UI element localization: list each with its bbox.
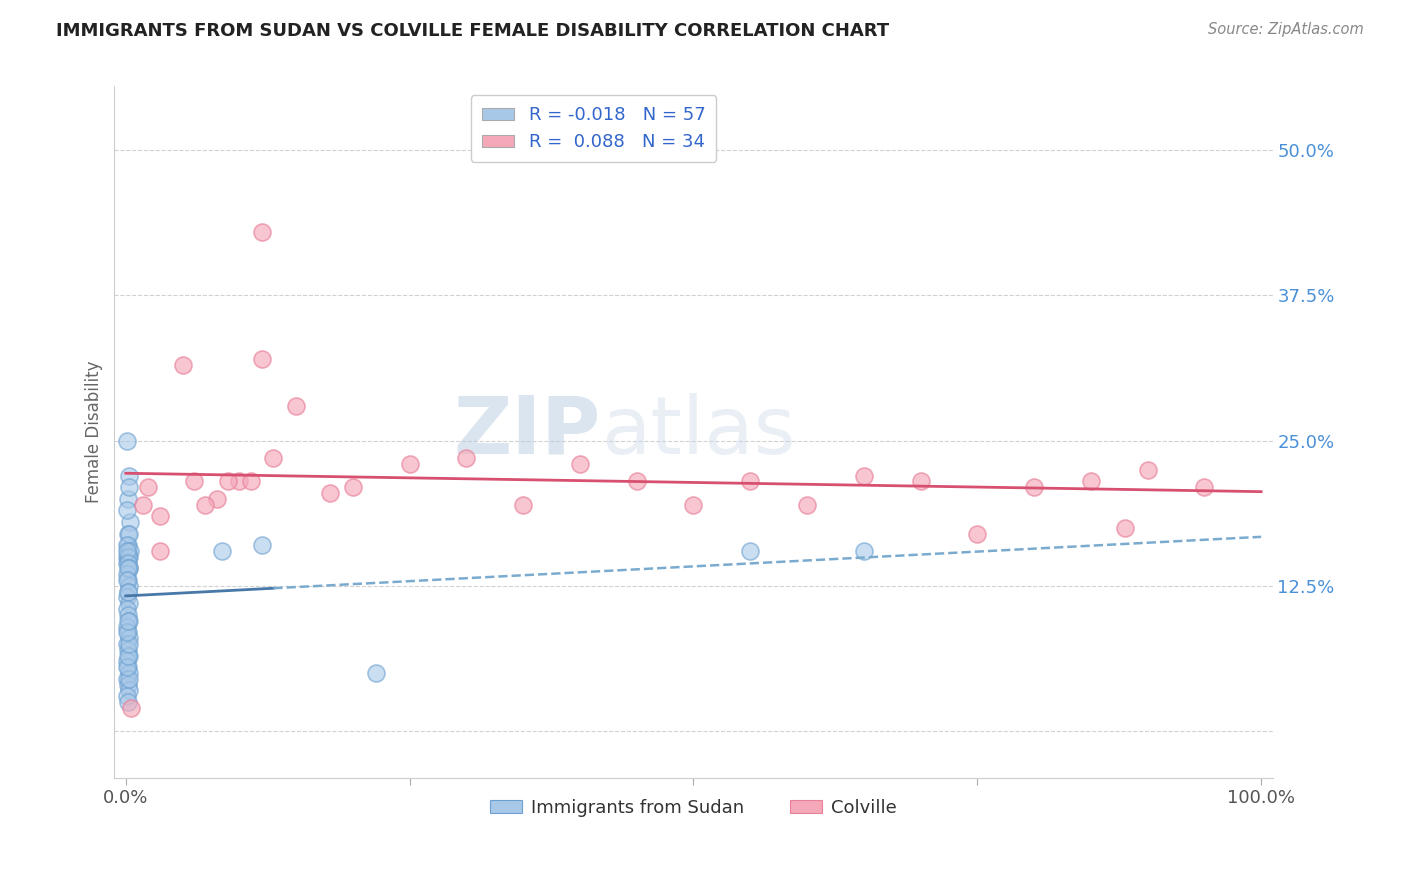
Point [118, 596, 141, 610]
Point [1114, 521, 1136, 535]
Point [115, 654, 138, 668]
Point [115, 591, 138, 605]
Point [132, 498, 155, 512]
Point [852, 468, 875, 483]
Point [117, 678, 139, 692]
Point [239, 475, 262, 489]
Point [117, 556, 139, 570]
Point [115, 625, 138, 640]
Point [285, 399, 308, 413]
Point [118, 561, 141, 575]
Point [172, 358, 194, 372]
Point [118, 526, 141, 541]
Point [115, 637, 138, 651]
Point [118, 480, 141, 494]
Point [115, 619, 138, 633]
Point [740, 544, 762, 558]
Point [217, 475, 239, 489]
Point [120, 544, 142, 558]
Point [966, 526, 988, 541]
Point [211, 544, 233, 558]
Text: atlas: atlas [600, 393, 796, 471]
Point [456, 451, 478, 466]
Point [118, 648, 141, 663]
Point [117, 561, 139, 575]
Point [568, 457, 591, 471]
Point [115, 573, 138, 587]
Point [118, 549, 141, 564]
Point [118, 665, 141, 680]
Text: IMMIGRANTS FROM SUDAN VS COLVILLE FEMALE DISABILITY CORRELATION CHART: IMMIGRANTS FROM SUDAN VS COLVILLE FEMALE… [56, 22, 890, 40]
Point [120, 515, 142, 529]
Point [115, 690, 138, 704]
Point [118, 683, 141, 698]
Point [118, 468, 141, 483]
Point [512, 498, 534, 512]
Point [115, 567, 138, 582]
Point [796, 498, 818, 512]
Point [118, 631, 141, 645]
Point [117, 573, 139, 587]
Point [149, 509, 172, 524]
Point [117, 584, 139, 599]
Point [115, 544, 138, 558]
Point [117, 526, 139, 541]
Point [682, 498, 704, 512]
Point [117, 648, 139, 663]
Point [118, 579, 141, 593]
Point [398, 457, 420, 471]
Text: ZIP: ZIP [454, 393, 600, 471]
Point [250, 225, 273, 239]
Point [250, 538, 273, 552]
Point [115, 556, 138, 570]
Point [183, 475, 205, 489]
Point [115, 549, 138, 564]
Point [364, 665, 387, 680]
Legend: Immigrants from Sudan, Colville: Immigrants from Sudan, Colville [482, 791, 904, 824]
Point [117, 538, 139, 552]
Point [115, 660, 138, 674]
Point [118, 637, 141, 651]
Point [852, 544, 875, 558]
Point [115, 538, 138, 552]
Point [149, 544, 172, 558]
Point [117, 491, 139, 506]
Point [117, 584, 139, 599]
Point [117, 642, 139, 657]
Point [1080, 475, 1102, 489]
Point [262, 451, 284, 466]
Point [626, 475, 648, 489]
Point [740, 475, 762, 489]
Point [118, 672, 141, 686]
Point [117, 614, 139, 628]
Point [117, 660, 139, 674]
Point [120, 701, 142, 715]
Point [910, 475, 932, 489]
Point [205, 491, 228, 506]
Point [115, 503, 138, 517]
Point [117, 625, 139, 640]
Point [228, 475, 250, 489]
Point [115, 672, 138, 686]
Text: Source: ZipAtlas.com: Source: ZipAtlas.com [1208, 22, 1364, 37]
Point [118, 561, 141, 575]
Point [1194, 480, 1216, 494]
Point [117, 607, 139, 622]
Point [115, 602, 138, 616]
Point [115, 434, 138, 448]
Y-axis label: Female Disability: Female Disability [86, 360, 103, 503]
Point [250, 352, 273, 367]
Point [1136, 463, 1159, 477]
Point [194, 498, 217, 512]
Point [319, 486, 342, 500]
Point [117, 549, 139, 564]
Point [1022, 480, 1045, 494]
Point [118, 614, 141, 628]
Point [138, 480, 160, 494]
Point [342, 480, 364, 494]
Point [117, 544, 139, 558]
Point [117, 695, 139, 709]
